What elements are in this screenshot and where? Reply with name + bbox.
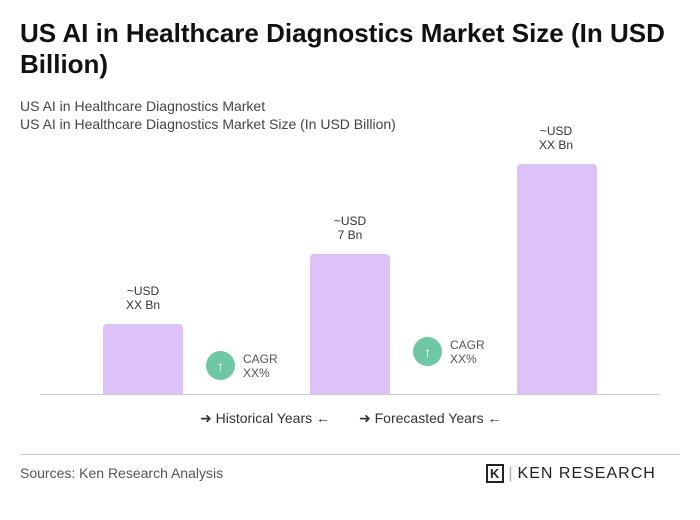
sources: Sources: Ken Research Analysis xyxy=(20,465,224,481)
bar-1 xyxy=(103,324,183,394)
cagr-badge: ↑ CAGR XX% xyxy=(206,351,278,380)
arrow-up-icon: ↑ xyxy=(206,351,235,380)
data-label: ~USD XX Bn xyxy=(125,284,161,312)
ken-research-logo: K | KEN RESEARCH xyxy=(486,464,656,483)
cagr-badge: ↑ CAGR XX% xyxy=(413,337,485,366)
subtitle: US AI in Healthcare Diagnostics Market S… xyxy=(20,116,396,132)
arrow-up-icon: ↑ xyxy=(413,337,442,366)
chart-title: US AI in Healthcare Diagnostics Market S… xyxy=(20,18,665,79)
bar-2 xyxy=(310,254,390,394)
x-axis xyxy=(40,394,660,395)
divider xyxy=(20,454,680,455)
bar-3 xyxy=(517,164,597,394)
legend-historical: ➜ Historical Years ← xyxy=(200,410,331,426)
subtitle: US AI in Healthcare Diagnostics Market xyxy=(20,98,266,114)
legend-forecasted: ➜ Forecasted Years ← xyxy=(359,410,502,426)
data-label: ~USD 7 Bn xyxy=(333,214,367,242)
data-label: ~USD XX Bn xyxy=(538,124,574,152)
logo-icon: K xyxy=(486,464,505,483)
